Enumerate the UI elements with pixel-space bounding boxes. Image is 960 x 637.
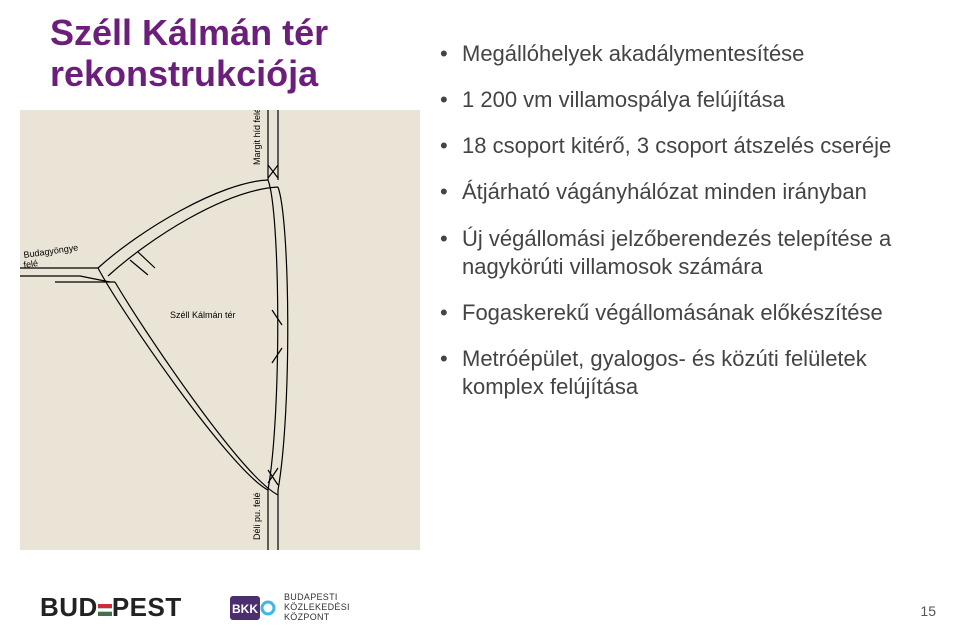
pest-text: PEST: [112, 592, 182, 623]
bullet-item: Fogaskerekű végállomásának előkészítése: [440, 299, 930, 327]
hungary-flag-icon: [98, 604, 112, 616]
svg-text:Déli pu. felé: Déli pu. felé: [252, 492, 262, 540]
budapest-logo: BUD PEST: [40, 592, 182, 623]
svg-text:Széll Kálmán tér: Széll Kálmán tér: [170, 310, 236, 320]
bullet-item: 18 csoport kitérő, 3 csoport átszelés cs…: [440, 132, 930, 160]
slide: Széll Kálmán tér rekonstrukciója Megálló…: [0, 0, 960, 637]
bullet-item: Megállóhelyek akadálymentesítése: [440, 40, 930, 68]
svg-text:felé: felé: [23, 258, 39, 270]
bullet-item: 1 200 vm villamospálya felújítása: [440, 86, 930, 114]
page-number: 15: [920, 603, 936, 619]
title-line1: Széll Kálmán tér: [50, 12, 328, 53]
bkk-sub3: KÖZPONT: [284, 613, 350, 623]
bkk-logo-icon: BKK: [230, 593, 276, 623]
track-diagram: Széll Kálmán tér Margit híd felé Déli pu…: [20, 110, 420, 550]
svg-text:BKK: BKK: [232, 602, 258, 616]
title-line2: rekonstrukciója: [50, 53, 328, 94]
buda-text: BUD: [40, 592, 98, 623]
bullet-item: Átjárható vágányhálózat minden irányban: [440, 178, 930, 206]
svg-text:Margit híd felé: Margit híd felé: [252, 110, 262, 165]
footer: BUD PEST BKK BUDAPESTI KÖZLEKEDÉSI KÖZPO…: [0, 577, 960, 637]
slide-title: Széll Kálmán tér rekonstrukciója: [50, 12, 328, 95]
bkk-logo-block: BKK BUDAPESTI KÖZLEKEDÉSI KÖZPONT: [230, 593, 350, 623]
bkk-text: BUDAPESTI KÖZLEKEDÉSI KÖZPONT: [284, 593, 350, 623]
bullet-item: Metróépület, gyalogos- és közúti felület…: [440, 345, 930, 401]
bullet-item: Új végállomási jelzőberendezés telepítés…: [440, 225, 930, 281]
bullet-list: Megállóhelyek akadálymentesítése 1 200 v…: [440, 40, 930, 419]
